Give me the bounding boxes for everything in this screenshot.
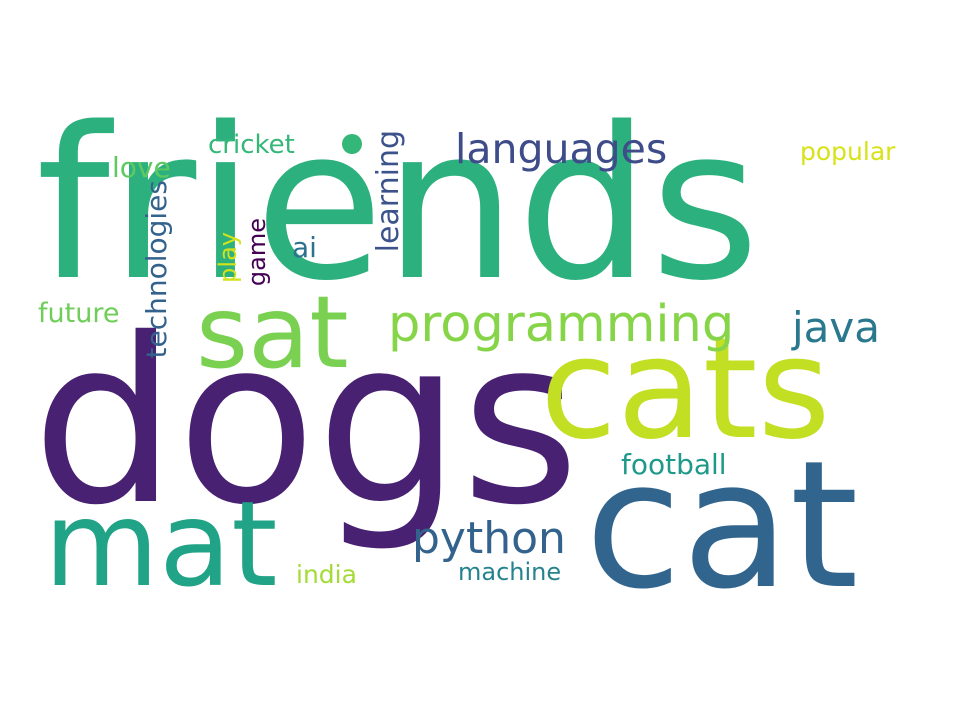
word-cat: cat (585, 423, 859, 628)
word-cats: cats (540, 308, 831, 471)
word-java: java (792, 303, 880, 352)
word-love: love (112, 151, 171, 184)
word-future: future (38, 298, 120, 329)
word-football: football (621, 448, 727, 481)
word-cricket: cricket (208, 130, 295, 160)
dot-mark (342, 134, 362, 154)
word-learning: learning (371, 130, 406, 253)
word-mat: mat (44, 475, 278, 613)
word-friends: friends (36, 82, 760, 327)
word-popular: popular (800, 137, 896, 166)
word-technologies: technologies (140, 180, 173, 359)
word-programming: programming (388, 295, 735, 354)
word-ai: ai (292, 231, 317, 264)
word-sat: sat (196, 274, 349, 391)
word-play: play (214, 232, 242, 283)
word-game: game (243, 218, 271, 287)
word-dogs: dogs (32, 289, 580, 555)
word-machine: machine (458, 558, 562, 586)
word-india: india (296, 560, 357, 589)
word-python: python (412, 513, 566, 564)
word-languages: languages (455, 125, 668, 173)
